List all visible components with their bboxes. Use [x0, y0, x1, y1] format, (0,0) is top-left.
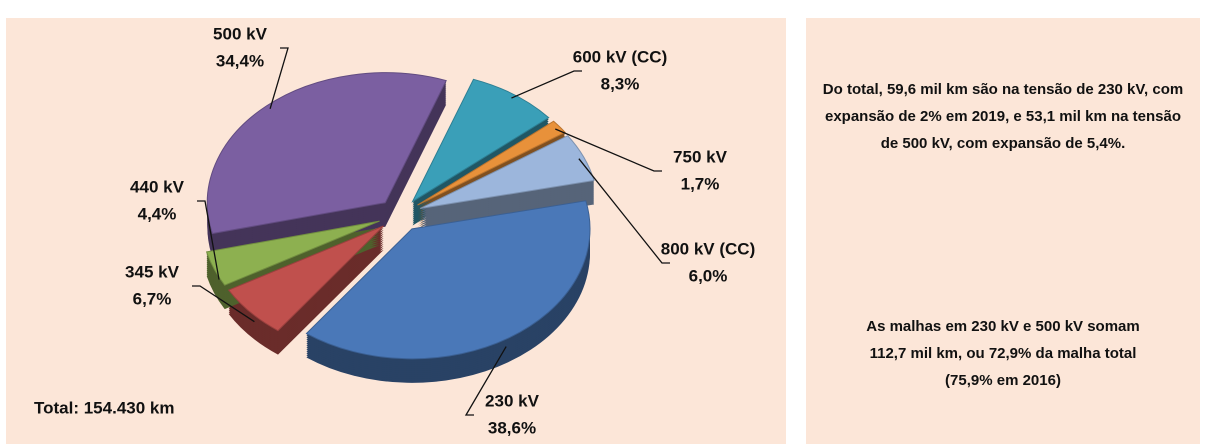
leader-line [197, 200, 220, 280]
slice-label: 345 kV [125, 262, 180, 281]
chart: Total: 154.430 km 600 kV (CC) 8,3% 750 kV 1… [34, 24, 755, 437]
value-label: 8,3% [601, 74, 640, 93]
note: Do total, 59,6 mil km são na tensão de 2… [822, 81, 1184, 152]
leader-line [511, 70, 582, 99]
value-label: 4,4% [138, 204, 177, 223]
slice [411, 78, 550, 203]
value-label: 1,7% [681, 174, 720, 193]
value-label: 6,7% [133, 289, 172, 308]
slice [305, 200, 591, 360]
leader-line [192, 285, 255, 323]
value-label: 6,0% [689, 266, 728, 285]
slice [206, 72, 447, 235]
note: As malhas em 230 kV e 500 kV somam 112,7… [866, 318, 1140, 389]
slice [419, 135, 595, 209]
slice [227, 225, 384, 332]
leader-line [555, 128, 662, 172]
slice-label: 440 kV [130, 177, 185, 196]
leader-line [464, 346, 507, 416]
slice [417, 120, 566, 206]
slice-label: 600 kV (CC) [573, 47, 667, 66]
slice-label: 230 kV [485, 391, 540, 410]
slice-label: 500 kV [213, 24, 268, 43]
value-label: 34,4% [216, 51, 264, 70]
slice [205, 220, 380, 286]
leader-line [578, 158, 670, 264]
slice-label: 800 kV (CC) [661, 239, 755, 258]
value-label: 38,6% [488, 418, 536, 437]
slice-label: 750 kV [673, 147, 728, 166]
total-label: Total: 154.430 km [34, 398, 174, 417]
notes-panel: Do total, 59,6 mil km são na tensão de 2… [806, 18, 1200, 444]
leader-line [269, 47, 289, 109]
